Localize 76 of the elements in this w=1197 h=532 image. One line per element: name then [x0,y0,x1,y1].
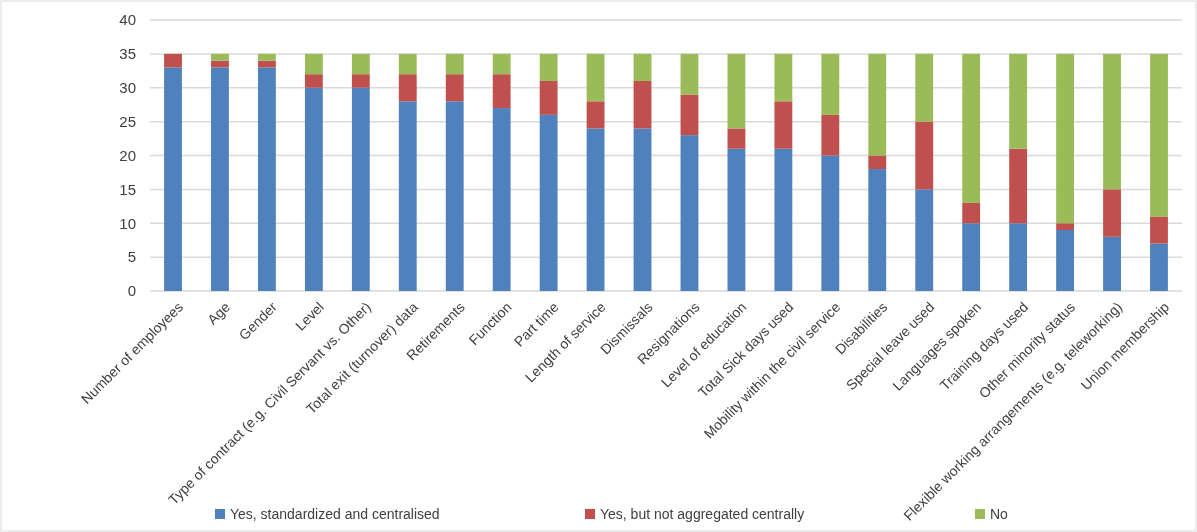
bar [1103,53,1121,190]
bar [1150,216,1168,244]
bar [1103,189,1121,237]
bar [351,74,370,88]
bar [539,114,558,291]
bar [445,101,464,291]
bar [633,80,652,129]
y-tick-label: 20 [119,146,136,164]
bar [680,94,699,136]
y-tick-label: 40 [119,11,136,29]
bar [492,74,511,109]
bar [257,67,276,291]
bar [915,53,934,122]
bar [1150,53,1168,217]
bar [398,74,417,102]
bar [1056,230,1075,291]
bar [962,53,981,203]
bar [774,148,793,291]
bar [1056,53,1075,224]
bar [586,128,605,291]
legend-label: Yes, but not aggregated centrally [600,505,805,522]
bar [821,114,840,156]
bar [351,87,370,291]
bar [633,53,652,81]
legend-label: Yes, standardized and centralised [230,505,440,522]
bar [727,53,746,129]
bar [821,155,840,291]
bar [586,53,605,102]
bar [1056,223,1075,231]
y-tick-label: 15 [119,180,136,198]
bar [211,53,229,61]
y-tick-label: 30 [119,79,136,96]
bar [257,53,276,61]
bar [211,67,229,291]
bar [633,128,652,291]
y-tick-label: 5 [127,248,136,266]
bar [774,101,793,149]
bar [774,53,793,102]
bar [962,223,981,291]
bar [680,135,699,291]
bar [1009,223,1028,291]
bar [492,53,511,75]
bar [727,128,746,149]
bar [586,101,605,129]
bar [351,53,370,75]
bar [727,148,746,291]
x-tick-label: Age [204,298,234,328]
bar [1009,148,1028,224]
bar [304,87,323,291]
bar [445,74,464,102]
bar [164,67,182,291]
y-tick-label: 35 [119,45,136,63]
bar [398,101,417,291]
bar [539,80,558,115]
legend-label: No [990,505,1009,522]
bar [868,169,887,291]
bar [398,53,417,75]
bar [492,108,511,291]
bar [915,121,934,190]
bar [868,53,887,156]
y-tick-label: 25 [119,112,136,130]
bar [1103,236,1121,291]
y-tick-label: 10 [119,214,136,232]
bar [445,53,464,75]
bar [962,202,981,224]
bar [915,189,934,291]
bar [539,53,558,81]
bar [680,53,699,95]
bar [868,155,887,170]
y-tick-label: 0 [127,282,136,300]
bar [304,53,323,75]
bar [821,53,840,115]
bar [164,53,182,68]
bar [1009,53,1028,149]
bar [304,74,323,88]
bar [1150,243,1168,291]
